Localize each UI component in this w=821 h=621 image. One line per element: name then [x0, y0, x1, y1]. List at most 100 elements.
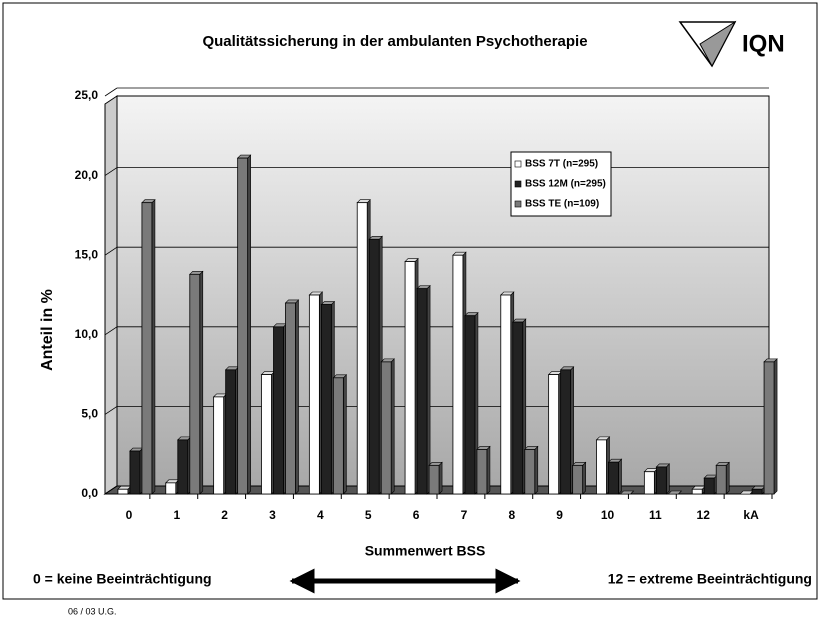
bar-side — [199, 270, 204, 495]
bar — [273, 326, 284, 495]
bar — [560, 369, 572, 495]
bar — [416, 288, 428, 495]
footer: 06 / 03 U.G. — [68, 606, 117, 616]
x-tick-label: 0 — [126, 508, 133, 522]
bar-side — [534, 445, 539, 495]
plot-area: 0,05,010,015,020,025,00 1 2 3 4 5 6 7 8 9 10 11 12 kA… — [75, 87, 778, 522]
chart-title: Qualitätssicherung in der ambulanten Psy… — [202, 33, 587, 50]
bar — [225, 369, 237, 495]
legend-swatch — [514, 200, 522, 208]
bar-side — [773, 358, 778, 495]
x-tick-label: 7 — [461, 508, 468, 522]
x-axis-label: Summenwert BSS — [365, 543, 486, 559]
bar — [751, 488, 763, 495]
bar-side — [486, 445, 491, 495]
bar — [117, 488, 129, 495]
bar — [512, 321, 524, 495]
legend-box — [510, 151, 612, 217]
x-tick-label: 11 — [649, 508, 662, 522]
y-tick-label: 20,0 — [75, 168, 99, 182]
bar — [572, 464, 584, 495]
bar — [643, 471, 655, 495]
grid-line-side — [104, 246, 118, 256]
bar-side — [666, 463, 670, 495]
bar-side — [247, 154, 251, 495]
bar — [368, 238, 380, 495]
legend-swatch — [514, 180, 522, 188]
bar — [129, 450, 141, 495]
x-tick-label: 4 — [317, 508, 324, 522]
bar — [691, 488, 703, 495]
side-wall — [104, 95, 118, 495]
bar — [213, 396, 225, 495]
bar — [608, 461, 619, 495]
bar — [476, 449, 488, 495]
x-tick-label: 8 — [508, 508, 515, 522]
bar — [285, 302, 296, 495]
bar — [464, 315, 476, 495]
grid-line-side — [104, 326, 118, 336]
bar-side — [295, 299, 299, 495]
bar — [356, 202, 368, 495]
grid-line-side — [104, 167, 118, 176]
left-annotation: 0 = keine Beeinträchtigung — [33, 571, 212, 587]
x-tick-label: kA — [743, 508, 759, 522]
grid-line-side — [104, 406, 118, 415]
bar — [380, 361, 392, 495]
bar — [177, 439, 189, 495]
bar — [308, 294, 320, 495]
legend-label: BSS 7T (n=295) — [525, 159, 598, 170]
frame — [2, 2, 818, 600]
bar-side — [582, 461, 586, 495]
bar-side — [438, 461, 443, 495]
x-tick-label: 5 — [365, 508, 372, 522]
grid-line-side — [104, 87, 118, 97]
bar — [452, 254, 464, 495]
x-tick-label: 10 — [601, 508, 615, 522]
bar — [261, 374, 272, 495]
bar — [404, 261, 416, 495]
bar — [596, 439, 607, 495]
y-tick-label: 0,0 — [81, 486, 98, 500]
bar — [703, 477, 715, 495]
grid-line-side — [104, 485, 118, 495]
bar — [320, 304, 332, 495]
x-tick-label: 1 — [173, 508, 180, 522]
legend: BSS 7T (n=295) BSS 12M (n=295) BSS TE (n=1… — [510, 151, 612, 217]
bar-side — [426, 284, 431, 495]
bar — [763, 361, 775, 495]
x-tick-label: 6 — [413, 508, 420, 522]
bar-side — [618, 458, 622, 495]
bar — [165, 482, 177, 495]
bar — [428, 464, 440, 495]
bar-top — [619, 490, 635, 495]
y-axis-label: Anteil in % — [39, 289, 56, 371]
y-tick-label: 15,0 — [75, 247, 99, 261]
bar-side — [390, 358, 395, 495]
bar — [237, 157, 249, 495]
bar — [548, 374, 560, 495]
x-tick-label: 12 — [697, 508, 711, 522]
legend-label: BSS 12M (n=295) — [525, 179, 606, 190]
bar — [524, 449, 536, 495]
x-tick-label: 3 — [269, 508, 276, 522]
bar — [332, 377, 344, 495]
bar — [500, 294, 512, 495]
logo-text: IQN — [742, 30, 785, 57]
y-tick-label: 25,0 — [75, 88, 99, 102]
bar-side — [725, 461, 730, 495]
right-annotation: 12 = extreme Beeinträchtigung — [608, 571, 812, 587]
bar — [715, 464, 727, 495]
bar — [189, 273, 201, 495]
y-tick-label: 10,0 — [75, 327, 99, 341]
legend-swatch — [514, 160, 522, 168]
x-tick-label: 9 — [556, 508, 563, 522]
legend-label: BSS TE (n=109) — [525, 199, 599, 210]
bar — [141, 202, 153, 495]
y-tick-label: 5,0 — [81, 407, 98, 421]
bar-side — [343, 374, 347, 495]
bar-top — [667, 490, 683, 495]
logo-mark — [678, 20, 737, 68]
bar — [655, 466, 667, 495]
